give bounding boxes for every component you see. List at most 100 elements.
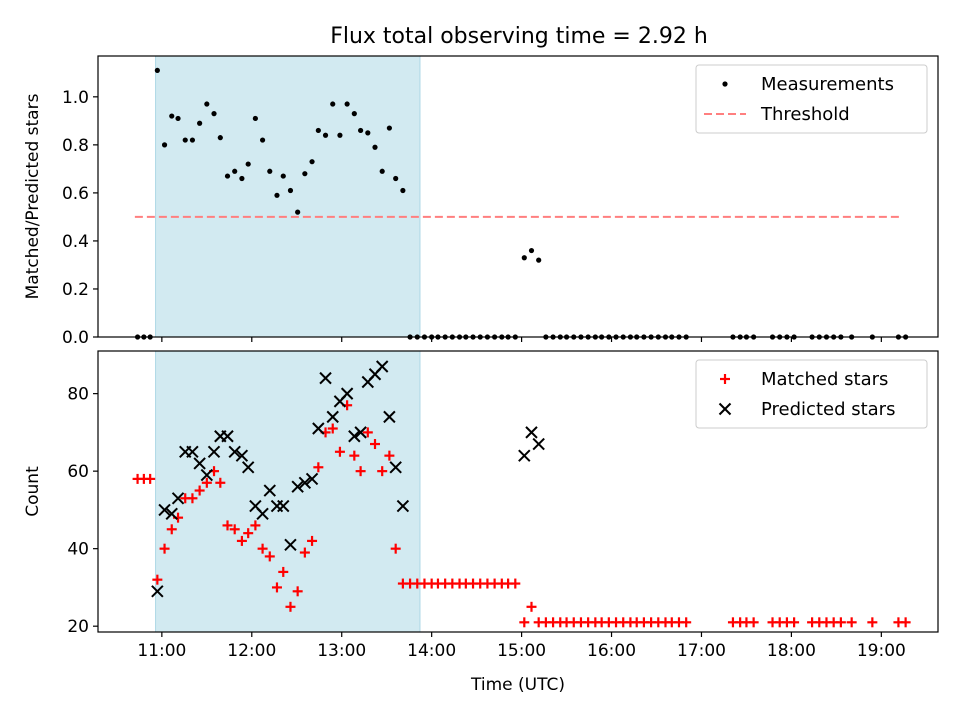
measurement-point [337, 132, 343, 138]
measurement-point [274, 192, 280, 198]
predicted-star-point [221, 430, 234, 443]
chart-title: Flux total observing time = 2.92 h [330, 24, 708, 49]
measurement-point [169, 113, 175, 119]
matched-star-point [285, 601, 296, 612]
measurement-point [315, 127, 321, 134]
measurement-point [239, 175, 245, 182]
measurement-point [365, 130, 371, 136]
predicted-star-point [291, 480, 304, 493]
predicted-star-point [383, 410, 396, 424]
predicted-star-point [171, 492, 185, 505]
matched-star-point [519, 617, 530, 628]
matched-star-point [250, 520, 261, 531]
predicted-star-point [532, 437, 545, 451]
matched-star-point [271, 582, 282, 593]
predicted-star-point [186, 445, 199, 458]
matched-star-point [194, 485, 205, 496]
matched-star-point [152, 574, 163, 585]
y-tick-label: 0.0 [62, 328, 89, 348]
x-tick-label: 11:00 [137, 641, 186, 661]
predicted-star-point [396, 499, 410, 513]
measurement-point [182, 137, 188, 143]
legend-label: Measurements [761, 74, 894, 95]
y-tick-label: 60 [67, 462, 89, 482]
legend-label: Threshold [760, 104, 850, 125]
predicted-star-point [518, 449, 531, 462]
measurement-point [528, 247, 535, 254]
measurement-point [372, 144, 378, 150]
bottom-legend: Matched stars Predicted stars [695, 359, 928, 429]
matched-star-point [867, 617, 878, 628]
measurement-point [189, 137, 196, 143]
measurement-point [330, 101, 336, 107]
legend-label: Matched stars [761, 369, 888, 390]
measurement-point [252, 115, 258, 122]
predicted-star-point [235, 449, 249, 462]
predicted-star-point [256, 507, 269, 520]
measurement-point [379, 168, 385, 174]
matched-star-point [789, 617, 800, 628]
predicted-star-point [241, 461, 255, 474]
legend-box [695, 359, 928, 429]
x-tick-label: 19:00 [857, 641, 906, 661]
measurement-point [197, 120, 203, 126]
predicted-star-point [312, 422, 325, 435]
legend-marker-matched [720, 374, 730, 384]
matched-star-point [243, 528, 254, 539]
measurement-point [217, 135, 223, 141]
matched-star-point [526, 601, 537, 612]
matched-star-point [748, 617, 759, 628]
matched-star-point [264, 551, 275, 562]
predicted-star-point [263, 484, 276, 497]
y-tick-label: 80 [67, 385, 89, 405]
y-tick-label: 0.8 [62, 136, 89, 156]
matched-star-point [384, 450, 395, 461]
measurement-point [295, 209, 301, 215]
y-tick-label: 0.4 [62, 232, 89, 252]
matched-star-point [278, 566, 289, 577]
matched-star-point [355, 466, 366, 477]
matched-star-point [222, 520, 233, 531]
measurement-point [322, 132, 329, 138]
predicted-star-point [158, 503, 171, 517]
measurement-point [351, 111, 357, 117]
measurement-point [358, 127, 364, 134]
measurement-point [245, 161, 251, 167]
measurement-point [344, 101, 350, 107]
measurement-point [309, 159, 315, 165]
matched-star-point [307, 535, 318, 546]
legend-label: Predicted stars [761, 399, 895, 420]
matched-star-point [229, 524, 240, 535]
x-tick-label: 17:00 [677, 641, 726, 661]
measurement-point [259, 137, 266, 143]
matched-star-point [510, 578, 521, 589]
predicted-star-point [326, 410, 339, 424]
y-tick-label: 20 [67, 617, 89, 637]
legend-marker-measurements [722, 81, 728, 87]
predicted-star-point [354, 426, 367, 439]
measurement-point [224, 173, 231, 179]
predicted-star-point [228, 445, 241, 458]
legend-box [695, 64, 928, 134]
observing-window-span [155, 55, 421, 338]
predicted-star-point [525, 426, 538, 439]
measurement-point [232, 168, 238, 174]
matched-star-point [166, 524, 177, 535]
matched-star-point [370, 439, 381, 450]
matched-star-point [313, 462, 324, 473]
bottom-y-axis-label: Count [23, 466, 43, 517]
predicted-star-point [277, 499, 290, 513]
measurement-point [393, 175, 399, 182]
top-plot-frame [97, 55, 939, 338]
predicted-star-point [200, 468, 214, 482]
x-tick-label: 15:00 [497, 641, 546, 661]
predicted-star-point [348, 430, 361, 443]
x-tick-label: 16:00 [587, 641, 636, 661]
y-tick-label: 0.6 [62, 184, 89, 204]
matched-star-point [334, 446, 345, 457]
measurement-point [267, 168, 273, 174]
measurement-point [280, 173, 286, 179]
matched-star-point [201, 477, 212, 488]
measurement-point [154, 67, 160, 74]
